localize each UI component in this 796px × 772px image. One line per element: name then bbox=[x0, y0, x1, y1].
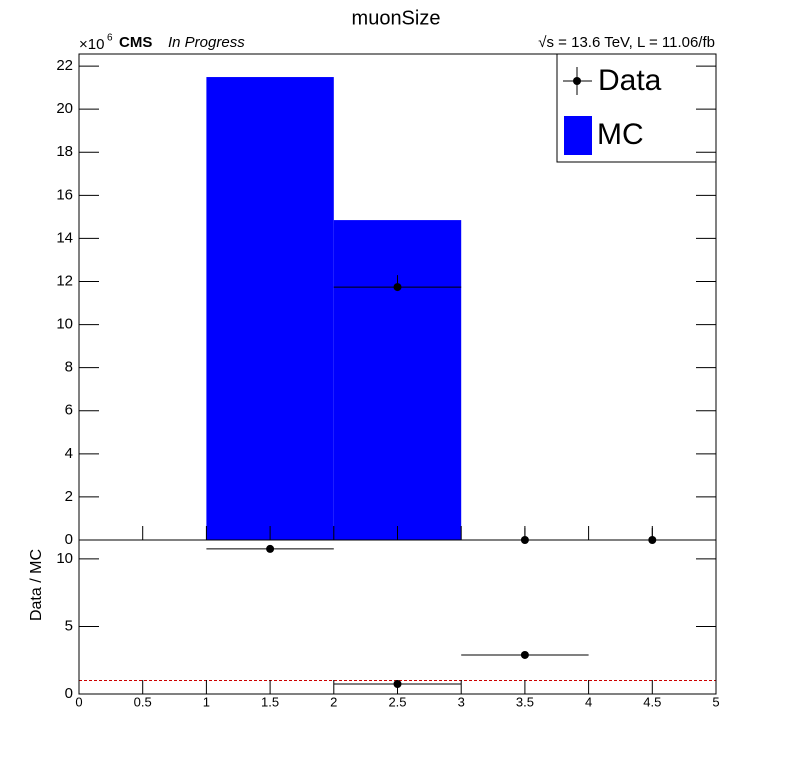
legend-label: Data bbox=[598, 64, 662, 97]
y-multiplier: ×10 bbox=[79, 36, 104, 53]
y-tick-label: 8 bbox=[65, 359, 73, 376]
x-tick-label: 3 bbox=[458, 694, 465, 709]
x-tick-label: 2 bbox=[330, 694, 337, 709]
histogram-bar bbox=[333, 220, 462, 540]
histogram-bar bbox=[206, 77, 334, 540]
x-tick-label: 4.5 bbox=[643, 694, 661, 709]
x-tick-label: 4 bbox=[585, 694, 592, 709]
y-tick-label: 6 bbox=[65, 402, 73, 419]
y-axis-label: Data / MC bbox=[28, 549, 45, 621]
y-tick-label: 5 bbox=[65, 617, 73, 634]
y-tick-label: 18 bbox=[56, 143, 73, 160]
y-tick-label: 22 bbox=[56, 57, 73, 74]
y-tick-label: 10 bbox=[56, 550, 73, 567]
chart-title: muonSize bbox=[352, 7, 441, 29]
y-tick-label: 0 bbox=[65, 685, 73, 702]
experiment-label: CMS bbox=[119, 34, 152, 51]
y-tick-label: 4 bbox=[65, 445, 73, 462]
legend-swatch bbox=[564, 116, 592, 155]
legend-marker bbox=[573, 77, 581, 85]
y-tick-label: 14 bbox=[56, 229, 73, 246]
y-tick-label: 12 bbox=[56, 272, 73, 289]
data-point bbox=[393, 283, 402, 292]
plot-frame bbox=[78, 539, 717, 695]
x-tick-label: 0 bbox=[75, 694, 82, 709]
energy-label: √s = 13.6 TeV, L = 11.06/fb bbox=[538, 34, 715, 51]
y-tick-label: 0 bbox=[65, 531, 73, 548]
status-label: In Progress bbox=[168, 34, 245, 51]
y-tick-label: 10 bbox=[56, 316, 73, 333]
legend-label: MC bbox=[597, 118, 644, 151]
y-tick-label: 20 bbox=[56, 100, 73, 117]
data-point bbox=[266, 544, 275, 553]
x-tick-label: 0.5 bbox=[134, 694, 152, 709]
y-tick-label: 2 bbox=[65, 488, 73, 505]
x-tick-label: 2.5 bbox=[388, 694, 406, 709]
x-tick-label: 1 bbox=[203, 694, 210, 709]
y-tick-label: 16 bbox=[56, 186, 73, 203]
y-exponent: 6 bbox=[107, 33, 113, 44]
x-tick-label: 5 bbox=[712, 694, 719, 709]
data-point bbox=[520, 650, 529, 659]
x-tick-label: 1.5 bbox=[261, 694, 279, 709]
x-tick-label: 3.5 bbox=[516, 694, 534, 709]
